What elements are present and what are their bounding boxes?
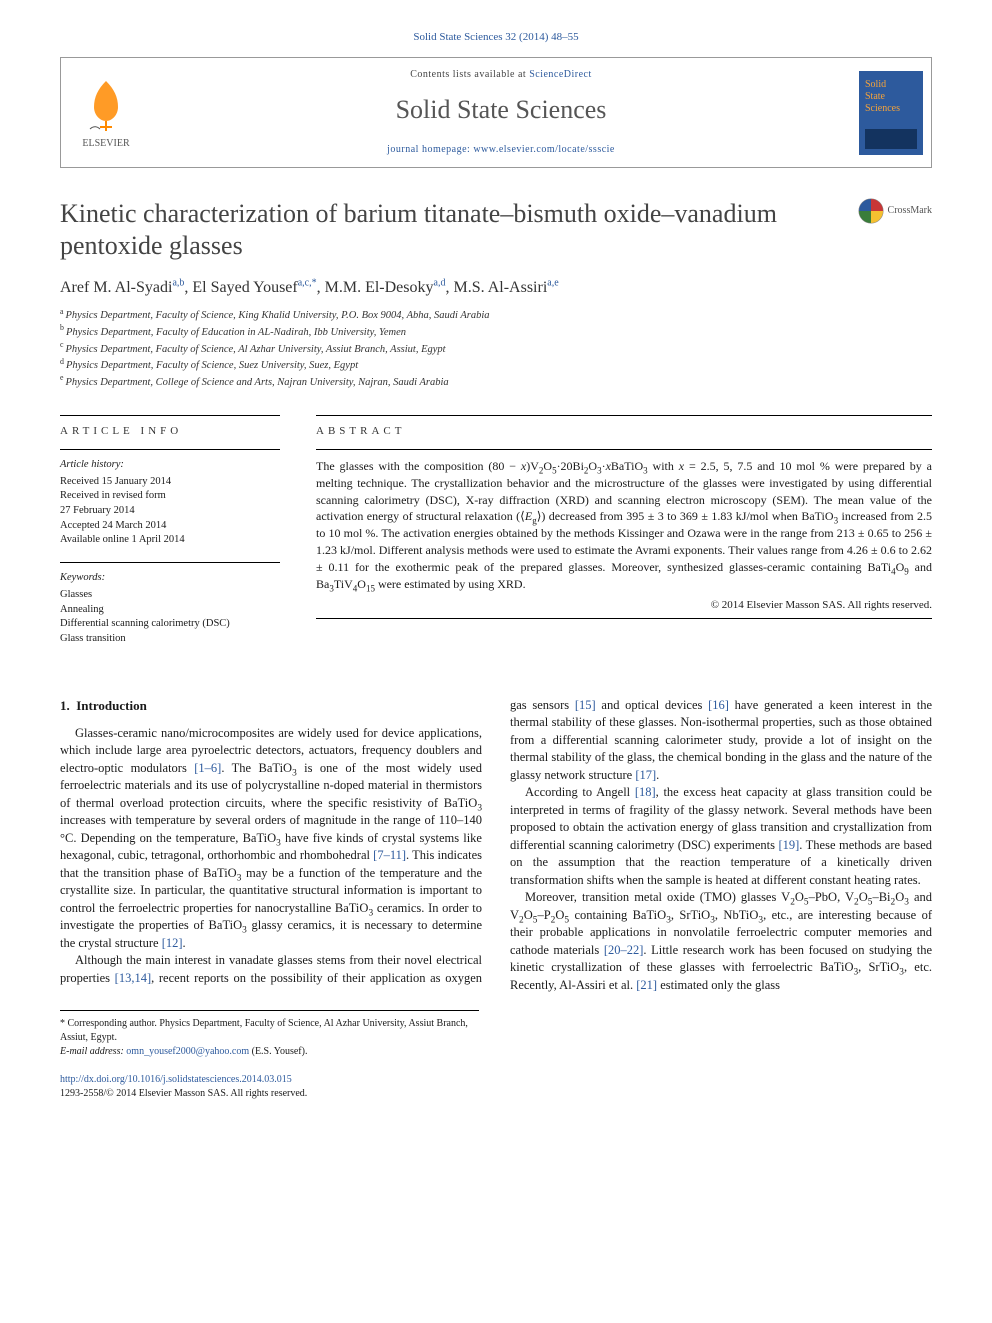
footer-doi-block: http://dx.doi.org/10.1016/j.solidstatesc…	[60, 1073, 932, 1101]
elsevier-tree-icon	[76, 75, 136, 135]
journal-header-box: ELSEVIER Contents lists available at Sci…	[60, 57, 932, 167]
paper-title: Kinetic characterization of barium titan…	[60, 198, 842, 263]
affiliation: aPhysics Department, Faculty of Science,…	[60, 309, 932, 324]
corresponding-author-footer: * Corresponding author. Physics Departme…	[60, 1010, 479, 1059]
journal-cover-thumbnail: Solid State Sciences	[851, 58, 931, 166]
keyword: Glasses	[60, 588, 280, 603]
crossmark-badge[interactable]: CrossMark	[858, 198, 932, 224]
keyword: Glass transition	[60, 632, 280, 647]
article-history-heading: Article history:	[60, 458, 280, 473]
abstract-heading: ABSTRACT	[316, 424, 932, 439]
authors-line: Aref M. Al-Syadia,b, El Sayed Yousefa,c,…	[60, 277, 932, 299]
affiliation: cPhysics Department, Faculty of Science,…	[60, 343, 932, 358]
keyword: Differential scanning calorimetry (DSC)	[60, 617, 280, 632]
history-line: Available online 1 April 2014	[60, 533, 280, 548]
body-two-column: 1. Introduction Glasses-ceramic nano/mic…	[60, 697, 932, 995]
journal-homepage-line: journal homepage: www.elsevier.com/locat…	[159, 143, 843, 157]
email-who: (E.S. Yousef).	[249, 1046, 307, 1057]
svg-text:Solid: Solid	[865, 79, 886, 90]
history-line: 27 February 2014	[60, 504, 280, 519]
journal-reference: Solid State Sciences 32 (2014) 48–55	[60, 30, 932, 45]
history-line: Accepted 24 March 2014	[60, 519, 280, 534]
article-info-heading: ARTICLE INFO	[60, 424, 280, 439]
affiliation: dPhysics Department, Faculty of Science,…	[60, 359, 932, 374]
crossmark-icon	[858, 198, 884, 224]
article-info-column: ARTICLE INFO Article history: Received 1…	[60, 411, 280, 661]
doi-link[interactable]: http://dx.doi.org/10.1016/j.solidstatesc…	[60, 1073, 932, 1087]
affiliation: ePhysics Department, College of Science …	[60, 376, 932, 391]
homepage-url[interactable]: www.elsevier.com/locate/ssscie	[473, 144, 615, 155]
history-line: Received 15 January 2014	[60, 475, 280, 490]
svg-text:Sciences: Sciences	[865, 103, 900, 114]
keywords-heading: Keywords:	[60, 571, 280, 586]
cover-icon: Solid State Sciences	[859, 71, 923, 155]
svg-text:State: State	[865, 91, 886, 102]
abstract-copyright: © 2014 Elsevier Masson SAS. All rights r…	[316, 598, 932, 613]
email-label: E-mail address:	[60, 1046, 126, 1057]
issn-copyright: 1293-2558/© 2014 Elsevier Masson SAS. Al…	[60, 1087, 932, 1101]
journal-title: Solid State Sciences	[159, 92, 843, 128]
publisher-logo: ELSEVIER	[61, 58, 151, 166]
sciencedirect-link[interactable]: ScienceDirect	[529, 69, 592, 80]
email-link[interactable]: omn_yousef2000@yahoo.com	[126, 1046, 249, 1057]
affiliations-block: aPhysics Department, Faculty of Science,…	[60, 309, 932, 390]
body-paragraph: Moreover, transition metal oxide (TMO) g…	[510, 889, 932, 994]
homepage-prefix: journal homepage:	[387, 144, 473, 155]
section-heading: 1. Introduction	[60, 697, 482, 715]
crossmark-label: CrossMark	[888, 204, 932, 218]
contents-available-line: Contents lists available at ScienceDirec…	[159, 68, 843, 82]
body-paragraph: According to Angell [18], the excess hea…	[510, 784, 932, 889]
history-line: Received in revised form	[60, 489, 280, 504]
body-paragraph: Glasses-ceramic nano/microcomposites are…	[60, 725, 482, 953]
keyword: Annealing	[60, 603, 280, 618]
affiliation: bPhysics Department, Faculty of Educatio…	[60, 326, 932, 341]
abstract-text: The glasses with the composition (80 − x…	[316, 458, 932, 592]
abstract-column: ABSTRACT The glasses with the compositio…	[316, 411, 932, 661]
corresponding-author: * Corresponding author. Physics Departme…	[60, 1017, 479, 1045]
publisher-name: ELSEVIER	[82, 137, 129, 151]
contents-prefix: Contents lists available at	[410, 69, 529, 80]
